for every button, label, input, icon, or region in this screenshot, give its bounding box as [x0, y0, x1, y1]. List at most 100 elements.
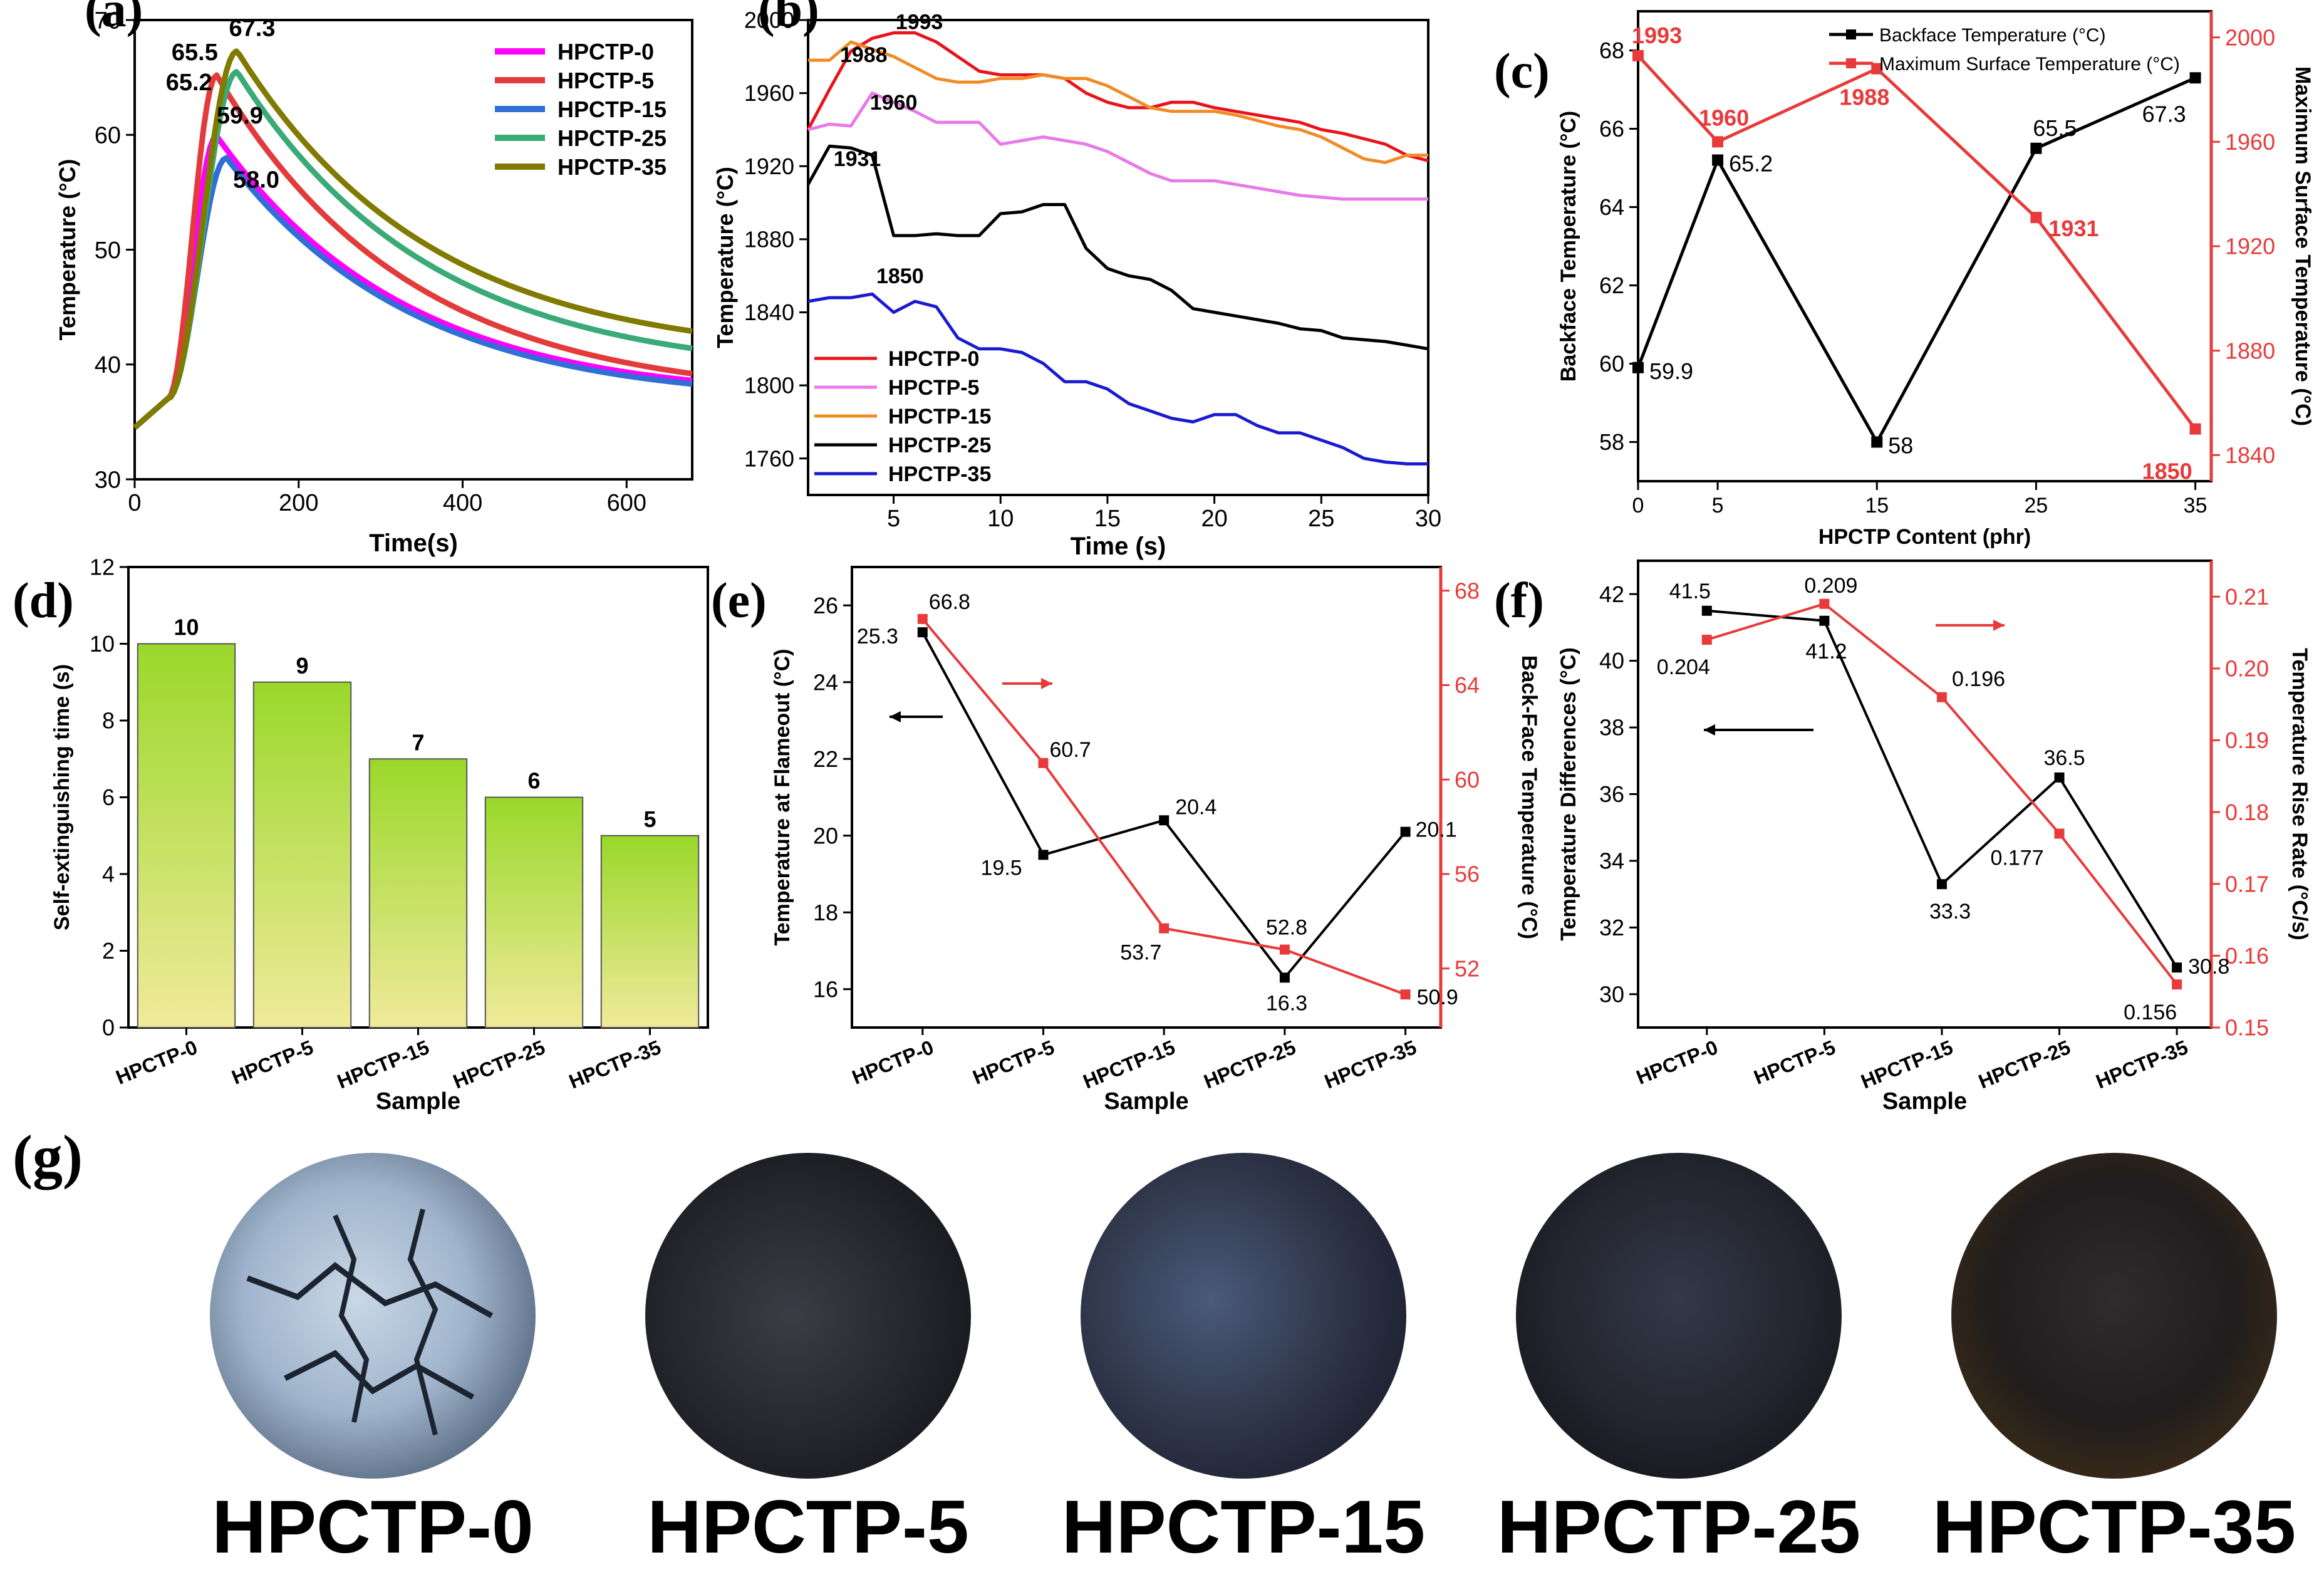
y-tick-label: 1760 — [744, 445, 794, 471]
legend-entry: Backface Temperature (°C) — [1879, 25, 2106, 46]
y-tick-label: 6 — [102, 784, 115, 810]
data-point — [1871, 63, 1883, 75]
y-tick-label-right: 0.16 — [2225, 943, 2269, 969]
x-tick-label: HPCTP-0 — [1633, 1036, 1721, 1089]
y-tick-label: 30 — [95, 467, 121, 493]
y-tick-label: 64 — [1599, 194, 1624, 220]
data-point — [1632, 49, 1644, 61]
y-tick-label-right: 2000 — [2225, 24, 2275, 50]
y-tick-label-right: 56 — [1455, 861, 1480, 887]
y-tick-label: 0 — [102, 1015, 115, 1041]
y-tick-label-right: 0.19 — [2225, 727, 2269, 753]
legend-entry: Maximum Surface Temperature (°C) — [1879, 54, 2180, 75]
data-label: 1931 — [834, 147, 881, 171]
data-label: 50.9 — [1417, 986, 1458, 1009]
x-tick-label: 20 — [1201, 506, 1227, 532]
y-tick-label-right: 1880 — [2225, 338, 2275, 363]
series-line-hpctp-35 — [133, 48, 693, 430]
bar-value-label: 5 — [643, 806, 656, 832]
x-tick-label: 15 — [1865, 494, 1889, 518]
legend-entry: HPCTP-0 — [888, 347, 979, 371]
bar-value-label: 7 — [412, 729, 424, 755]
data-point — [1159, 923, 1170, 934]
y-tick-label: 24 — [813, 669, 838, 695]
x-tick-label: 0 — [1632, 494, 1644, 518]
data-label: 1931 — [2048, 216, 2098, 241]
x-tick-label: HPCTP-15 — [334, 1036, 432, 1093]
y-tick-label: 38 — [1599, 715, 1624, 741]
data-label: 65.2 — [1729, 151, 1773, 177]
x-tick-label: 0 — [128, 490, 141, 516]
x-tick-label: 35 — [2184, 494, 2207, 518]
bar — [600, 835, 700, 1028]
data-point — [917, 613, 928, 624]
data-label: 60.7 — [1050, 738, 1091, 762]
panel-label: (a) — [85, 0, 143, 38]
data-label: 0.196 — [1952, 667, 2005, 691]
legend-entry: HPCTP-25 — [558, 125, 667, 151]
sample-photo-hpctp-5: HPCTP-5 — [626, 1115, 990, 1577]
series-line — [1636, 76, 2196, 444]
data-point — [1279, 972, 1290, 983]
sample-label: HPCTP-35 — [1932, 1485, 2296, 1569]
y-axis-label: Self-extinguishing time (s) — [50, 664, 74, 930]
data-label: 59.9 — [1649, 358, 1693, 384]
y-tick-label: 58 — [1599, 429, 1624, 455]
char-residue-disc — [645, 1153, 971, 1479]
legend-entry: HPCTP-5 — [558, 68, 654, 93]
data-point — [1038, 850, 1049, 860]
y-tick-label: 42 — [1599, 581, 1624, 607]
x-tick-label: 25 — [2025, 494, 2048, 518]
y-tick-label: 1920 — [744, 154, 794, 179]
y-tick-label: 8 — [102, 708, 115, 734]
legend-entry: HPCTP-25 — [888, 434, 991, 457]
data-point — [1936, 879, 1947, 890]
plot-frame-b — [807, 19, 1429, 496]
data-label: 16.3 — [1266, 991, 1307, 1015]
y-tick-label: 34 — [1599, 848, 1624, 874]
data-label: 66.8 — [929, 590, 970, 614]
data-point — [1819, 615, 1830, 626]
sample-label: HPCTP-25 — [1497, 1485, 1861, 1569]
arrow-head — [1993, 620, 2005, 631]
data-point — [2189, 423, 2201, 435]
legend-entry: HPCTP-5 — [888, 376, 979, 400]
y-axis-label-right: Maximum Surface Temperature (°C) — [2291, 66, 2315, 426]
y-axis-label: Backface Temperature (°C) — [1557, 111, 1580, 382]
data-point — [2172, 979, 2182, 990]
series-line-hpctp-0 — [133, 133, 693, 430]
data-point — [2054, 828, 2065, 839]
series-line — [921, 618, 1406, 996]
y-axis-label-right: Temperature Rise Rate (°C/s) — [2288, 648, 2311, 940]
data-label: 1993 — [896, 11, 943, 34]
series-line-hpctp-25 — [133, 69, 693, 430]
y-tick-label: 66 — [1599, 116, 1624, 142]
sample-photos: HPCTP-0 HPCTP-5 HPCTP-15 HPCTP-25 HPCTP-… — [0, 1115, 2324, 1577]
sample-label: HPCTP-15 — [1061, 1485, 1426, 1569]
x-tick-label: 10 — [987, 506, 1014, 532]
data-point — [1159, 815, 1170, 826]
data-label: 1993 — [1632, 23, 1682, 48]
legend-entry: HPCTP-35 — [888, 462, 991, 486]
data-point — [1701, 635, 1712, 645]
y-tick-label: 1880 — [744, 226, 794, 252]
data-label: 20.4 — [1175, 795, 1216, 819]
x-tick-label: 15 — [1094, 506, 1121, 532]
bar — [137, 643, 236, 1028]
y-tick-label: 32 — [1599, 915, 1624, 940]
x-tick-label: HPCTP-5 — [970, 1036, 1057, 1089]
x-tick-label: HPCTP-5 — [229, 1036, 316, 1089]
data-point — [1936, 692, 1947, 702]
data-label: 1850 — [2142, 459, 2192, 484]
x-tick-label: HPCTP-5 — [1751, 1036, 1839, 1089]
legend-marker — [1846, 29, 1856, 39]
y-tick-label: 22 — [813, 746, 838, 772]
panel-label: (e) — [711, 573, 767, 628]
x-axis-label: HPCTP Content (phr) — [1818, 525, 2031, 549]
data-label: 1960 — [1699, 105, 1749, 130]
x-tick-label: 5 — [887, 506, 900, 532]
x-tick-label: 30 — [1415, 506, 1441, 532]
data-label: 52.8 — [1266, 916, 1307, 940]
plot-frame — [1637, 559, 2212, 1029]
data-label: 67.3 — [229, 16, 276, 42]
